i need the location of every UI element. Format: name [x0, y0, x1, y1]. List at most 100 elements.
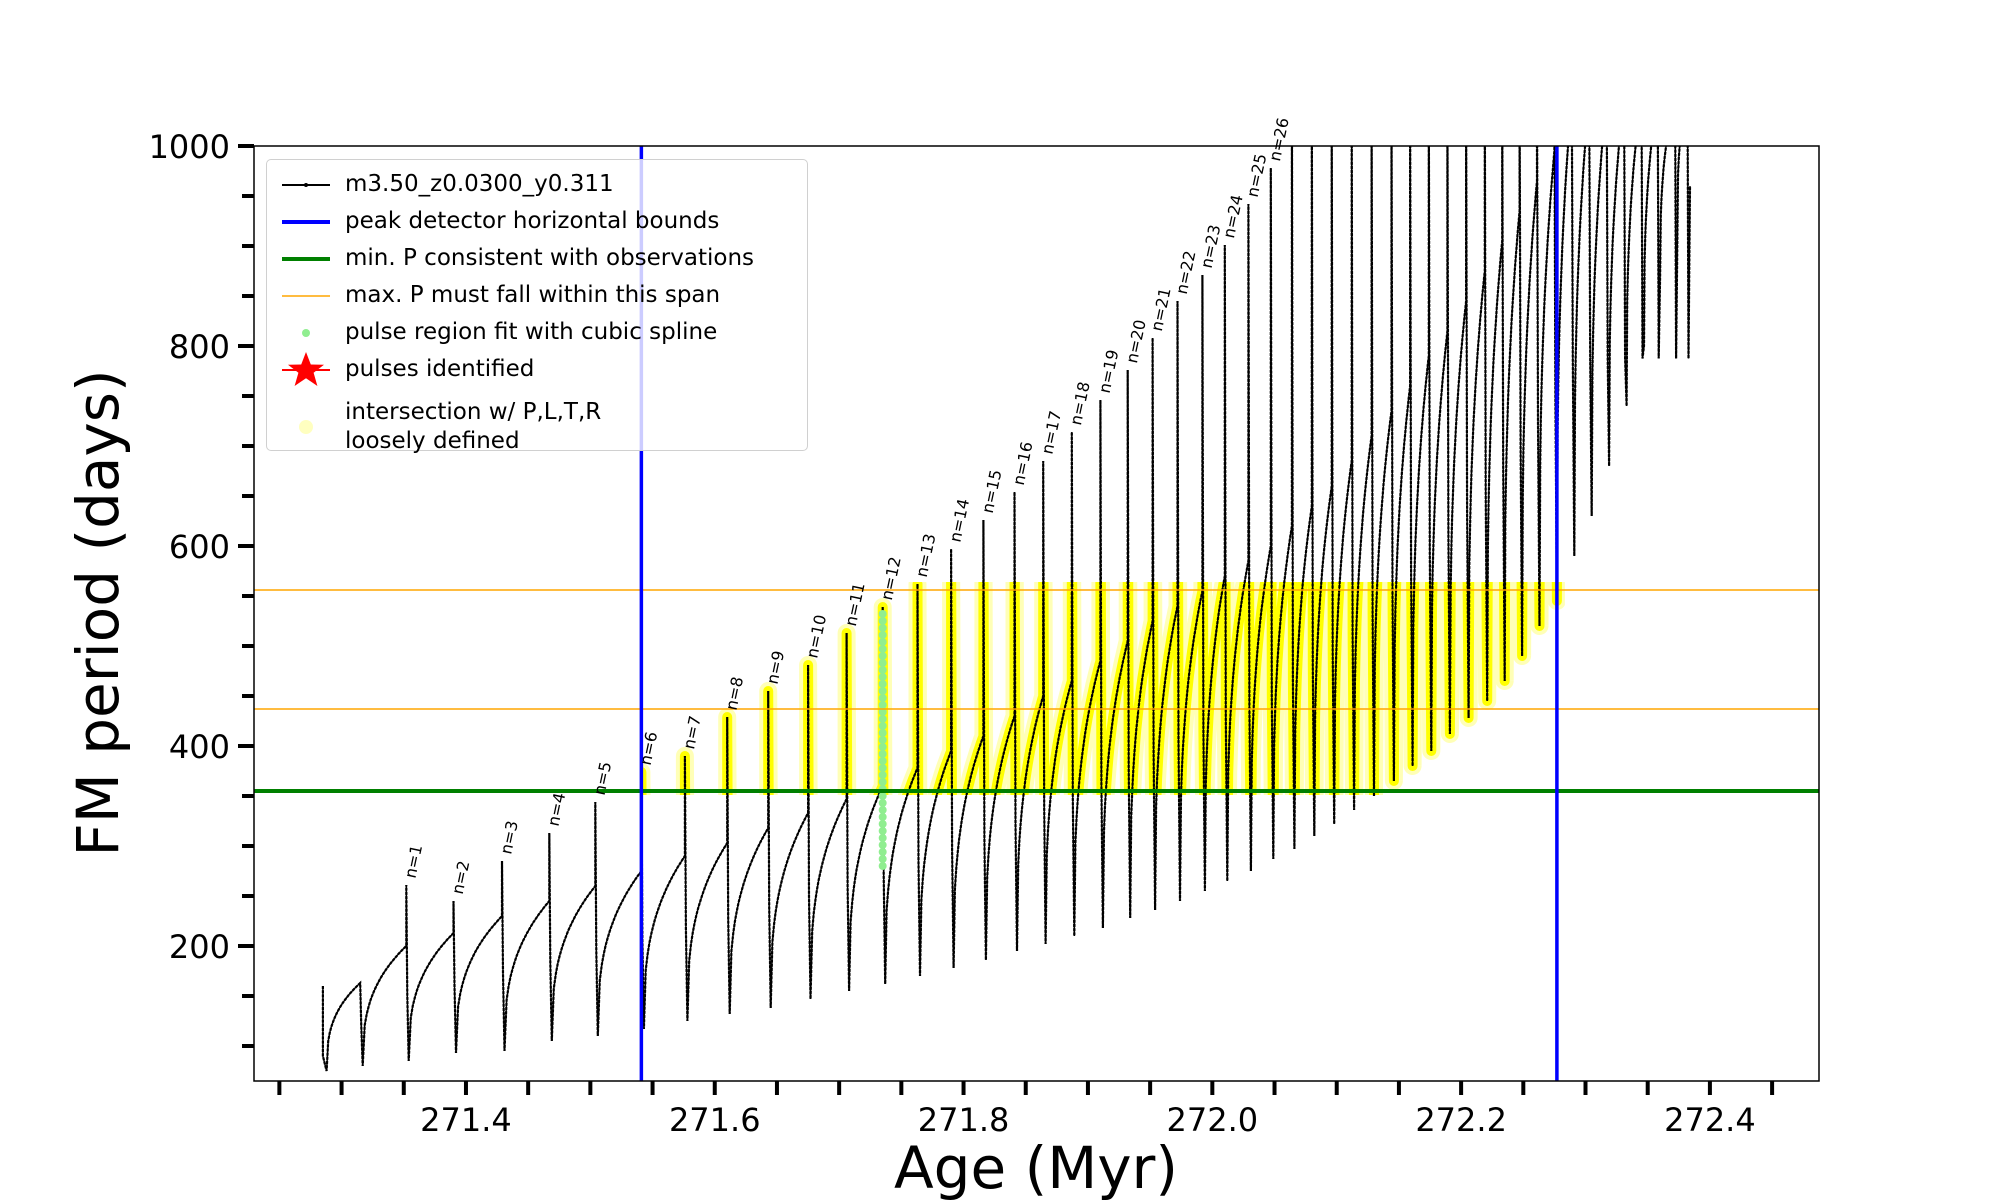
pulse-label: n=18 — [1066, 380, 1094, 427]
spline-fit-point — [878, 778, 887, 786]
blue-line-icon — [267, 207, 345, 237]
legend-label: min. P consistent with observations — [345, 245, 755, 271]
spline-fit-point — [878, 834, 887, 842]
green-line-icon — [267, 244, 345, 274]
spline-fit-point — [878, 694, 887, 702]
spline-fit-point — [878, 806, 887, 814]
spline-fit-point — [878, 757, 887, 765]
green-dot-icon — [267, 318, 345, 348]
spline-fit-point — [878, 848, 887, 856]
spline-fit-point — [878, 687, 887, 695]
legend-item-min-period: min. P consistent with observations — [267, 240, 795, 277]
legend-label: m3.50_z0.0300_y0.311 — [345, 171, 614, 197]
pulse-label: n=21 — [1147, 286, 1175, 333]
legend-item-spline: pulse region fit with cubic spline — [267, 314, 795, 351]
spline-fit-point — [878, 764, 887, 772]
pulse-label: n=2 — [448, 859, 474, 896]
spline-fit-point — [878, 855, 887, 863]
spline-fit-point — [878, 813, 887, 821]
legend-item-max-span: max. P must fall within this span — [267, 277, 795, 314]
legend: m3.50_z0.0300_y0.311 peak detector horiz… — [266, 159, 808, 454]
legend-item-bounds: peak detector horizontal bounds — [267, 203, 795, 240]
pulse-label: n=19 — [1095, 348, 1123, 395]
legend-label-line: loosely defined — [345, 428, 520, 454]
legend-label: pulse region fit with cubic spline — [345, 319, 718, 345]
spline-fit-point — [878, 799, 887, 807]
pulse-label: n=22 — [1172, 249, 1200, 296]
pulse-label: n=26 — [1265, 116, 1293, 163]
y-axis-title: FM period (days) — [64, 369, 132, 856]
legend-label-multiline: intersection w/ P,L,T,R loosely defined — [345, 398, 601, 456]
spline-fit-point — [878, 862, 887, 870]
spline-fit-point — [878, 750, 887, 758]
spline-fit-point — [878, 827, 887, 835]
spline-fit-point — [878, 841, 887, 849]
spline-fit-point — [878, 820, 887, 828]
x-tick-label: 271.8 — [918, 1101, 1010, 1139]
pulse-label: n=7 — [679, 714, 705, 751]
legend-item-intersection: intersection w/ P,L,T,R loosely defined — [267, 388, 795, 466]
y-tick-label: 600 — [169, 528, 230, 566]
plot-area — [254, 146, 1819, 1081]
spline-fit-point — [878, 729, 887, 737]
pulse-label: n=17 — [1037, 409, 1065, 456]
pulse-label: n=6 — [636, 730, 662, 767]
y-tick-label: 800 — [169, 328, 230, 366]
spline-fit-point — [878, 701, 887, 709]
x-tick-label: 271.4 — [420, 1101, 512, 1139]
spline-fit-point — [878, 652, 887, 660]
y-tick-label: 200 — [169, 928, 230, 966]
spline-fit-point — [878, 792, 887, 800]
spline-fit-point — [878, 659, 887, 667]
pulse-label: n=16 — [1009, 440, 1037, 487]
spline-fit-point — [878, 666, 887, 674]
spline-fit-point — [878, 736, 887, 744]
legend-label-line: intersection w/ P,L,T,R — [345, 399, 602, 425]
x-tick-label: 271.6 — [669, 1101, 761, 1139]
pulse-label: n=15 — [978, 468, 1006, 515]
pulse-label: n=11 — [841, 581, 869, 628]
pulse-label: n=13 — [912, 532, 940, 579]
spline-fit-point — [878, 771, 887, 779]
axes: 271.4 271.6 271.8 272.0 272.2 272.4 200 400 600 8… — [149, 128, 1775, 1139]
spline-fit-point — [878, 617, 887, 625]
pulse-label: n=8 — [722, 675, 748, 712]
x-tick-label: 272.0 — [1167, 1101, 1259, 1139]
spline-fit-point — [878, 673, 887, 681]
pulse-label: n=4 — [544, 791, 570, 828]
pulse-label: n=14 — [945, 497, 973, 544]
spline-fit-point — [878, 722, 887, 730]
pulse-label: n=9 — [763, 649, 789, 686]
spline-fit-point — [878, 680, 887, 688]
spline-fit-point — [878, 610, 887, 618]
spline-fit-point — [878, 631, 887, 639]
spline-fit-point — [878, 708, 887, 716]
yellow-circle-icon — [267, 412, 345, 442]
spline-fit-point — [878, 645, 887, 653]
pulse-label: n=12 — [877, 555, 905, 602]
spline-fit-point — [878, 638, 887, 646]
star-icon — [267, 351, 345, 386]
spline-fit-point — [878, 715, 887, 723]
axes-frame — [253, 145, 1820, 1082]
pulse-label: n=3 — [496, 819, 522, 856]
x-tick-label: 272.4 — [1664, 1101, 1756, 1139]
y-tick-label: 1000 — [149, 128, 230, 166]
spline-fit-point — [878, 624, 887, 632]
pulse-label: n=1 — [401, 843, 427, 880]
legend-label: peak detector horizontal bounds — [345, 208, 720, 234]
legend-item-model: m3.50_z0.0300_y0.311 — [267, 166, 795, 203]
line-dot-icon — [267, 170, 345, 200]
orange-line-icon — [267, 281, 345, 311]
x-tick-label: 272.2 — [1415, 1101, 1507, 1139]
x-axis-title: Age (Myr) — [894, 1134, 1178, 1200]
pulse-label: n=10 — [802, 613, 830, 660]
pulse-label: n=24 — [1219, 193, 1247, 240]
legend-label: pulses identified — [345, 356, 535, 382]
legend-item-pulses: pulses identified — [267, 351, 795, 388]
pulse-label: n=20 — [1122, 318, 1150, 365]
spline-fit-point — [878, 743, 887, 751]
legend-label: max. P must fall within this span — [345, 282, 721, 308]
